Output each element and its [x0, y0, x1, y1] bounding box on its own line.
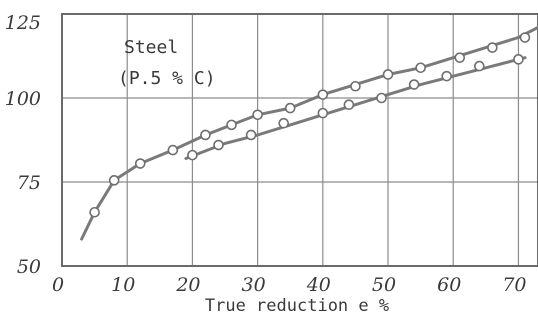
- series-line-1: [80, 25, 538, 241]
- y-tick-label-2: 100: [5, 88, 41, 110]
- data-markers: [89, 32, 531, 218]
- data-point-s1-11: [415, 62, 426, 74]
- annotation-material: Steel: [124, 37, 178, 58]
- y-tick-label-3: 125: [5, 12, 41, 34]
- data-point-s2-4: [317, 107, 329, 119]
- data-point-s1-12: [454, 52, 466, 63]
- data-point-s2-5: [343, 99, 355, 111]
- data-point-s1-4: [200, 129, 211, 141]
- annotation-composition: (P.5 % C): [118, 68, 216, 89]
- data-point-s2-10: [513, 54, 524, 65]
- data-point-s2-2: [245, 129, 257, 141]
- data-point-s1-3: [167, 144, 179, 156]
- data-point-s1-10: [382, 69, 394, 80]
- series-line-2: [184, 56, 527, 160]
- x-tick-label-6: 60: [437, 274, 461, 296]
- data-point-s2-3: [278, 117, 289, 129]
- x-tick-label-2: 20: [175, 274, 200, 296]
- x-tick-label-3: 30: [242, 274, 266, 296]
- data-point-s2-8: [441, 70, 453, 82]
- data-point-s2-7: [408, 79, 420, 90]
- y-tick-label-1: 75: [17, 172, 41, 194]
- data-point-s2-1: [213, 139, 224, 151]
- data-point-s2-0: [187, 149, 198, 161]
- y-tick-label-0: 50: [17, 256, 41, 278]
- data-point-s1-0: [89, 206, 100, 218]
- series-curves: [80, 25, 538, 241]
- data-point-s2-6: [376, 92, 387, 104]
- data-point-s1-2: [134, 158, 146, 169]
- data-point-s1-1: [108, 175, 120, 186]
- data-point-s1-9: [350, 80, 361, 92]
- x-tick-label-5: 50: [372, 274, 396, 296]
- data-point-s1-7: [284, 102, 296, 114]
- x-axis-title: True reduction e %: [205, 296, 389, 316]
- x-tick-label-1: 10: [111, 274, 135, 296]
- data-point-s1-5: [226, 119, 237, 131]
- y-tick-labels: 50 75 100 125: [5, 12, 41, 278]
- x-tick-labels: 0 10 20 30 40 50 60 70: [52, 274, 527, 296]
- data-point-s1-8: [317, 89, 329, 100]
- x-tick-label-4: 40: [306, 274, 331, 296]
- data-point-s2-9: [474, 60, 485, 72]
- data-point-s1-13: [487, 42, 498, 53]
- x-tick-label-7: 70: [502, 274, 526, 296]
- plot-frame: [61, 13, 538, 267]
- data-point-s1-6: [252, 109, 263, 121]
- x-tick-label-0: 0: [52, 274, 64, 296]
- data-point-s1-14: [519, 32, 531, 43]
